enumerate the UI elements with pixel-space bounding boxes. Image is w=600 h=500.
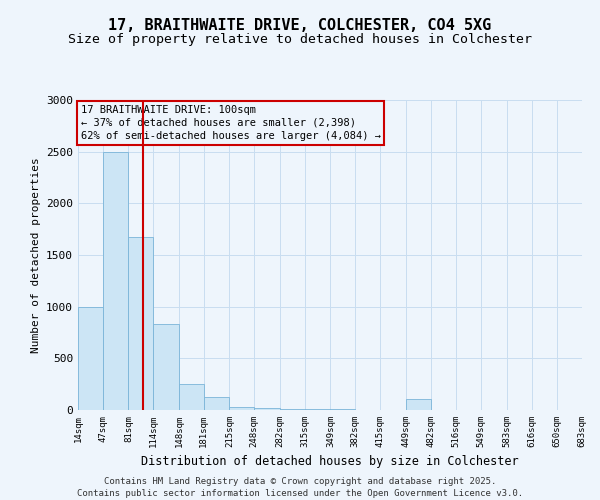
X-axis label: Distribution of detached houses by size in Colchester: Distribution of detached houses by size … [141,456,519,468]
Bar [204,396,229,410]
Bar [154,324,179,410]
Text: 17 BRAITHWAITE DRIVE: 100sqm
← 37% of detached houses are smaller (2,398)
62% of: 17 BRAITHWAITE DRIVE: 100sqm ← 37% of de… [80,104,380,141]
Bar [128,238,154,410]
Bar [254,408,280,410]
Bar [406,398,431,410]
Bar [280,409,305,410]
Text: Size of property relative to detached houses in Colchester: Size of property relative to detached ho… [68,32,532,46]
Bar [229,407,254,410]
Text: 17, BRAITHWAITE DRIVE, COLCHESTER, CO4 5XG: 17, BRAITHWAITE DRIVE, COLCHESTER, CO4 5… [109,18,491,32]
Y-axis label: Number of detached properties: Number of detached properties [31,157,41,353]
Bar [78,306,103,410]
Bar [179,384,204,410]
Bar [103,152,128,410]
Text: Contains HM Land Registry data © Crown copyright and database right 2025.
Contai: Contains HM Land Registry data © Crown c… [77,476,523,498]
